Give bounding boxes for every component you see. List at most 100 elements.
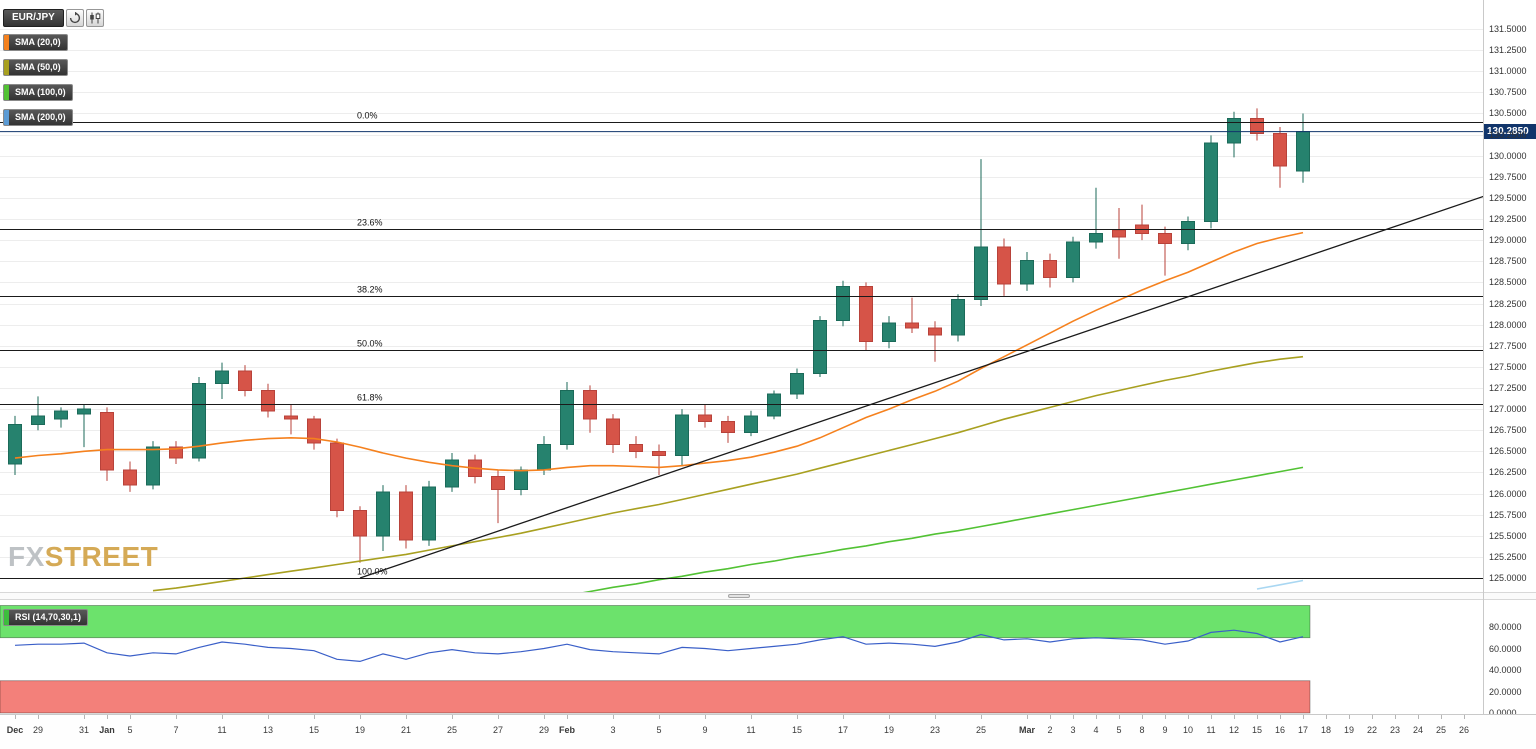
candle [1043, 253, 1057, 288]
time-axis[interactable]: Dec 29 31 Jan 5 7 11 13 15 19 21 25 27 29 Feb 3 5 9 11 15 17… [0, 714, 1536, 749]
candle [77, 404, 91, 448]
time-tick-label: 7 [173, 725, 179, 735]
divider-grip-handle[interactable] [728, 594, 750, 598]
rsi-color-chip [4, 610, 9, 625]
time-tick-mark [314, 715, 315, 719]
time-tick-mark [406, 715, 407, 719]
candle [169, 441, 183, 464]
time-tick-label: 11 [1206, 725, 1216, 735]
time-tick-mark [843, 715, 844, 719]
time-tick-label: 3 [610, 725, 616, 735]
main-chart-canvas[interactable]: 0.0% 23.6% 38.2% 50.0% 61.8% 100.0% [0, 0, 1484, 592]
refresh-button[interactable] [65, 9, 84, 27]
candle [1296, 113, 1310, 183]
candle [652, 444, 666, 475]
price-tick-label: 125.7500 [1489, 509, 1527, 520]
price-tick-label: 131.0000 [1489, 66, 1527, 77]
candle [583, 385, 597, 433]
chart-type-button[interactable] [85, 9, 104, 27]
time-tick-label: 25 [975, 725, 987, 735]
trendline[interactable] [359, 195, 1484, 579]
price-tick-label: 125.2500 [1489, 551, 1527, 562]
price-tick-label: 126.7500 [1489, 425, 1527, 436]
candle [537, 436, 551, 475]
candle [330, 438, 344, 518]
time-tick-label: 4 [1093, 725, 1099, 735]
fib-level-label: 0.0% [357, 111, 378, 121]
legend-color-chip [4, 35, 9, 50]
time-tick-label: 16 [1274, 725, 1286, 735]
candle [1158, 226, 1172, 276]
time-tick-mark [1418, 715, 1419, 719]
legend-item-sma-50-0[interactable]: SMA (50,0) [3, 59, 68, 76]
candles-layer [8, 108, 1310, 563]
main-chart-panel[interactable]: 0.0% 23.6% 38.2% 50.0% 61.8% 100.0% EUR/JPY [0, 0, 1484, 592]
legend-item-sma-20-0[interactable]: SMA (20,0) [3, 34, 68, 51]
price-axis[interactable]: 130.2850 131.5000 131.2500 131.0000 130.750… [1484, 0, 1536, 592]
time-tick-label: 17 [1297, 725, 1309, 735]
time-tick-label: Dec [6, 725, 24, 735]
rsi-tick-label: 80.0000 [1489, 622, 1522, 632]
rsi-canvas[interactable] [0, 600, 1484, 714]
candle [790, 368, 804, 399]
time-tick-label: Mar [1018, 725, 1036, 735]
price-tick-label: 129.2500 [1489, 214, 1527, 225]
time-tick-mark [1142, 715, 1143, 719]
time-tick-mark [659, 715, 660, 719]
candle [675, 409, 689, 467]
rsi-panel[interactable]: RSI (14,70,30,1) [0, 600, 1484, 714]
time-tick-label: 5 [1116, 725, 1122, 735]
price-tick-label: 129.7500 [1489, 171, 1527, 182]
axis-separator-line [1483, 0, 1484, 714]
price-tick-label: 131.2500 [1489, 45, 1527, 56]
rsi-overbought-zone [0, 605, 1311, 639]
time-tick-mark [1280, 715, 1281, 719]
candle [31, 396, 45, 431]
time-tick-label: 15 [308, 725, 320, 735]
rsi-tick-label: 0.0000 [1489, 708, 1517, 718]
time-tick-mark [130, 715, 131, 719]
candle [882, 316, 896, 349]
time-tick-mark [751, 715, 752, 719]
time-tick-mark [1372, 715, 1373, 719]
fib-level-label: 23.6% [357, 218, 383, 228]
time-tick-mark [268, 715, 269, 719]
time-tick-mark [1211, 715, 1212, 719]
time-tick-mark [567, 715, 568, 719]
price-tick-label: 126.5000 [1489, 446, 1527, 457]
time-tick-mark [889, 715, 890, 719]
price-tick-label: 126.2500 [1489, 467, 1527, 478]
price-tick-label: 130.5000 [1489, 108, 1527, 119]
time-tick-label: Feb [558, 725, 576, 735]
time-tick-mark [1349, 715, 1350, 719]
fib-level-label: 100.0% [357, 567, 388, 577]
time-tick-mark [1027, 715, 1028, 719]
panel-divider [0, 592, 1536, 600]
candle [1066, 236, 1080, 283]
time-tick-mark [1165, 715, 1166, 719]
legend-item-label: SMA (20,0) [15, 37, 61, 47]
legend-item-sma-200-0[interactable]: SMA (200,0) [3, 109, 73, 126]
time-tick-mark [1257, 715, 1258, 719]
fib-level-label: 38.2% [357, 285, 383, 295]
sma-line [1256, 579, 1304, 590]
legend-item-sma-100-0[interactable]: SMA (100,0) [3, 84, 73, 101]
symbol-button[interactable]: EUR/JPY [3, 9, 64, 27]
time-tick-label: Jan [99, 725, 115, 735]
time-tick-mark [1096, 715, 1097, 719]
candle [491, 469, 505, 524]
legend-item-label: SMA (50,0) [15, 62, 61, 72]
candle [353, 506, 367, 563]
rsi-indicator-button[interactable]: RSI (14,70,30,1) [3, 609, 89, 626]
time-tick-label: 11 [217, 725, 227, 735]
rsi-axis[interactable]: 80.0000 60.0000 40.0000 20.0000 0.0000 [1484, 600, 1536, 718]
time-tick-label: 29 [538, 725, 550, 735]
price-tick-label: 127.5000 [1489, 361, 1527, 372]
price-tick-label: 126.0000 [1489, 488, 1527, 499]
legend-color-chip [4, 85, 9, 100]
candle [1089, 187, 1103, 249]
time-tick-label: 26 [1458, 725, 1470, 735]
sma-legend: SMA (20,0) SMA (50,0) SMA (100,0) SMA (200,… [3, 34, 73, 126]
time-tick-label: 21 [400, 725, 412, 735]
time-tick-mark [1119, 715, 1120, 719]
